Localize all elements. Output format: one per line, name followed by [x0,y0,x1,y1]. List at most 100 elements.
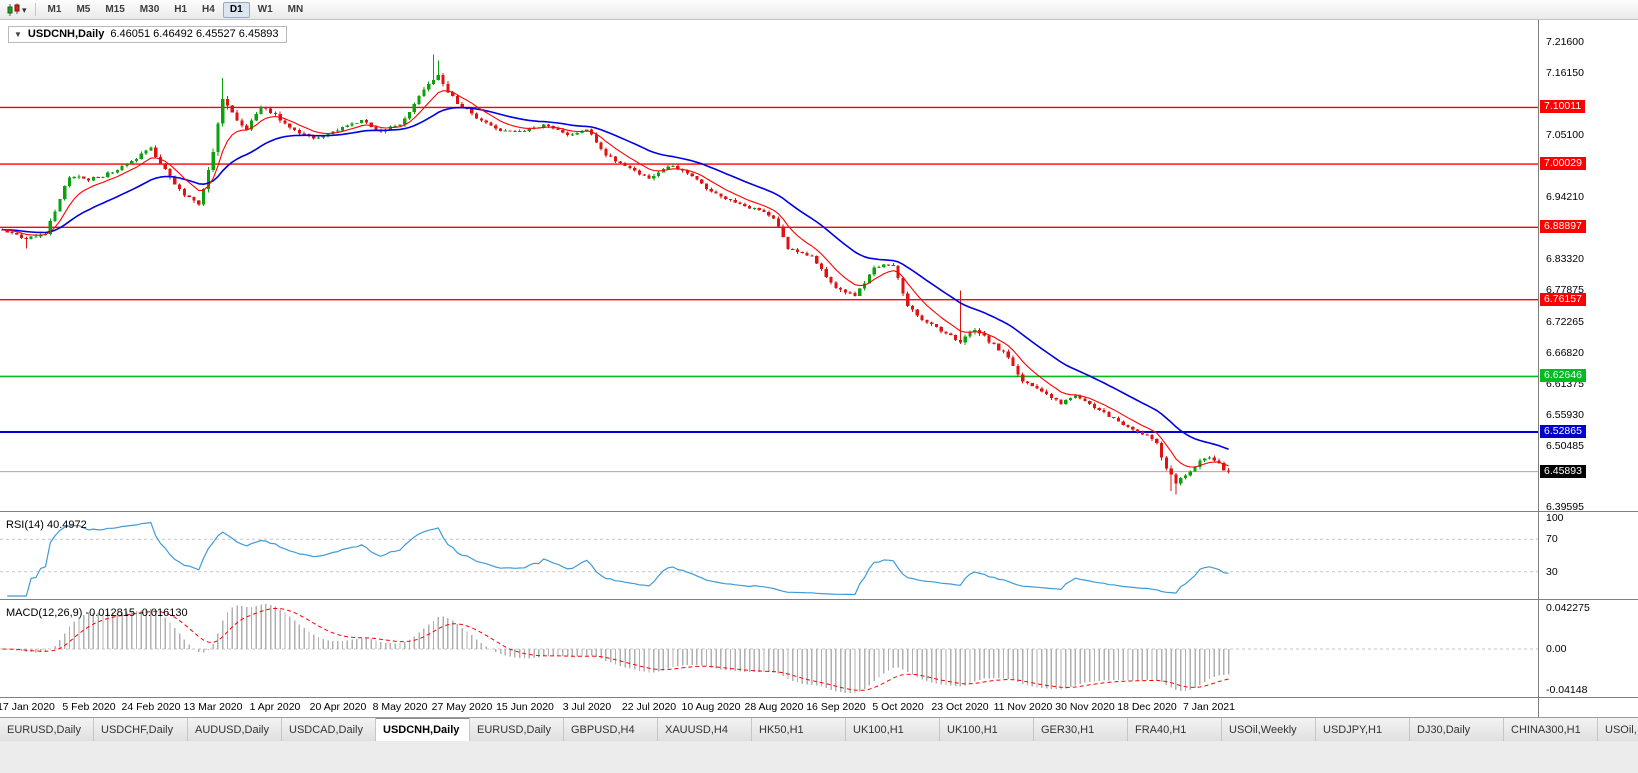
chart-tab-bar: EURUSD,Daily USDCHF,Daily AUDUSD,Daily USDC… [0,717,1638,741]
time-axis-label: 8 May 2020 [372,701,428,713]
price-level-label: 7.10011 [1540,100,1586,113]
time-axis-label: 15 Jun 2020 [496,701,554,713]
collapse-arrow-icon[interactable]: ▼ [14,29,22,39]
chart-tab-usoil-weekly[interactable]: USOil,Weekly [1222,718,1316,741]
rsi-axis-label: 100 [1546,512,1564,524]
chart-window[interactable]: ▼ USDCNH,Daily 6.46051 6.46492 6.45527 6… [0,20,1638,717]
time-axis-corner [1538,698,1638,717]
chart-tab-dj30-daily[interactable]: DJ30,Daily [1410,718,1504,741]
current-price-label: 6.45893 [1540,465,1586,478]
timeframe-button-w1[interactable]: W1 [257,3,273,15]
price-axis-label: 7.05100 [1546,129,1584,141]
chart-type-button[interactable]: ▾ [3,1,30,19]
chart-tab-usdcnh-daily[interactable]: USDCNH,Daily [376,718,470,741]
price-axis-label: 6.83320 [1546,253,1584,265]
timeframe-button-h1[interactable]: H1 [174,3,188,15]
chart-tab-usdchf-daily[interactable]: USDCHF,Daily [94,718,188,741]
chart-tab-usoil-[interactable]: USOil, [1598,718,1638,741]
timeframe-button-mn[interactable]: MN [287,3,304,15]
rsi-axis-label: 70 [1546,533,1558,545]
chart-tab-ger30-h1[interactable]: GER30,H1 [1034,718,1128,741]
chart-tab-fra40-h1[interactable]: FRA40,H1 [1128,718,1222,741]
time-axis-label: 16 Sep 2020 [806,701,866,713]
time-axis-label: 24 Feb 2020 [121,701,181,713]
chart-tab-hk50-h1[interactable]: HK50,H1 [752,718,846,741]
chart-tab-usdcad-daily[interactable]: USDCAD,Daily [282,718,376,741]
toolbar-separator [34,3,36,16]
macd-plot[interactable] [0,600,1538,697]
timeframe-button-h4[interactable]: H4 [202,3,215,15]
time-axis[interactable]: 17 Jan 2020 5 Feb 2020 24 Feb 2020 13 Mar 2… [0,698,1638,717]
time-axis-label: 5 Oct 2020 [872,701,924,713]
chart-tab-xauusd-h4[interactable]: XAUUSD,H4 [658,718,752,741]
rsi-axis[interactable]: 100 70 30 [1538,512,1638,599]
macd-signal-line [2,607,1229,691]
time-axis-label: 11 Nov 2020 [993,701,1053,713]
time-axis-label: 30 Nov 2020 [1055,701,1115,713]
price-axis-label: 6.66820 [1546,347,1584,359]
time-axis-label: 10 Aug 2020 [681,701,741,713]
price-axis-label: 6.39595 [1546,501,1584,513]
time-axis-label: 27 May 2020 [431,701,493,713]
time-axis-label: 18 Dec 2020 [1117,701,1177,713]
price-axis-label: 6.72265 [1546,316,1584,328]
candlestick-chart-icon [7,3,20,16]
time-axis-label: 20 Apr 2020 [309,701,367,713]
chart-tab-usdjpy-h1[interactable]: USDJPY,H1 [1316,718,1410,741]
price-level-label: 6.88897 [1540,220,1586,233]
rsi-indicator-panel[interactable]: RSI(14) 40.4972 100 70 30 [0,512,1638,600]
time-axis-label: 13 Mar 2020 [183,701,243,713]
price-axis-label: 7.21600 [1546,36,1584,48]
time-axis-label: 1 Apr 2020 [249,701,301,713]
fast-ma-line [2,90,1229,468]
chart-symbol-label: USDCNH,Daily [27,28,105,40]
macd-axis-label: -0.04148 [1546,684,1588,696]
chart-tab-eurusd-daily[interactable]: EURUSD,Daily [470,718,564,741]
chart-tab-gbpusd-h4[interactable]: GBPUSD,H4 [564,718,658,741]
chart-title-bar: ▼ USDCNH,Daily 6.46051 6.46492 6.45527 6… [8,26,287,43]
price-level-label: 6.62646 [1540,369,1586,382]
timeframe-button-m30[interactable]: M30 [139,3,160,15]
slow-ma-line [2,106,1229,451]
price-level-label: 6.76157 [1540,293,1586,306]
timeframe-button-group: M1 M5 M15 M30 H1 H4 D1 W1 MN [41,1,311,18]
chevron-down-icon: ▾ [22,4,27,15]
rsi-indicator-label: RSI(14) 40.4972 [6,519,87,531]
price-axis[interactable]: 7.21600 7.16150 7.05100 6.94210 6.83320 6.778… [1538,20,1638,513]
macd-indicator-label: MACD(12,26,9) -0.012815 -0.016130 [6,607,188,619]
toolbar: ▾ M1 M5 M15 M30 H1 H4 D1 W1 MN [0,0,1638,20]
chart-ohlc-values: 6.46051 6.46492 6.45527 6.45893 [110,28,279,40]
macd-indicator-panel[interactable]: MACD(12,26,9) -0.012815 -0.016130 0.0422… [0,600,1638,698]
main-chart-plot[interactable] [0,20,1538,511]
rsi-line [7,522,1229,597]
time-axis-label: 28 Aug 2020 [744,701,804,713]
time-axis-label: 7 Jan 2021 [1183,701,1235,713]
macd-axis-label: 0.042275 [1546,602,1590,614]
chart-tab-uk100-h1[interactable]: UK100,H1 [846,718,940,741]
time-axis-label: 23 Oct 2020 [931,701,989,713]
chart-tab-uk100-h1[interactable]: UK100,H1 [940,718,1034,741]
chart-tab-audusd-daily[interactable]: AUDUSD,Daily [188,718,282,741]
chart-tab-china300-h1[interactable]: CHINA300,H1 [1504,718,1598,741]
chart-tab-eurusd-daily[interactable]: EURUSD,Daily [0,718,94,741]
time-axis-label: 3 Jul 2020 [562,701,612,713]
macd-axis-label: 0.00 [1546,643,1567,655]
main-price-panel[interactable]: ▼ USDCNH,Daily 6.46051 6.46492 6.45527 6… [0,20,1638,513]
timeframe-button-d1[interactable]: D1 [222,1,250,18]
candles-series [0,54,1231,495]
time-axis-label: 22 Jul 2020 [621,701,677,713]
timeframe-button-m15[interactable]: M15 [105,3,125,15]
time-axis-label: 17 Jan 2020 [0,701,55,713]
timeframe-button-m5[interactable]: M5 [76,3,91,15]
price-level-label: 7.00029 [1540,157,1586,170]
price-axis-label: 6.94210 [1546,191,1584,203]
price-level-label: 6.52865 [1540,425,1586,438]
price-axis-label: 6.55930 [1546,409,1584,421]
rsi-axis-label: 30 [1546,566,1558,578]
macd-axis[interactable]: 0.042275 0.00 -0.04148 [1538,600,1638,697]
timeframe-button-m1[interactable]: M1 [47,3,62,15]
time-axis-label: 5 Feb 2020 [62,701,116,713]
rsi-plot[interactable] [0,512,1538,599]
price-axis-label: 6.50485 [1546,440,1584,452]
